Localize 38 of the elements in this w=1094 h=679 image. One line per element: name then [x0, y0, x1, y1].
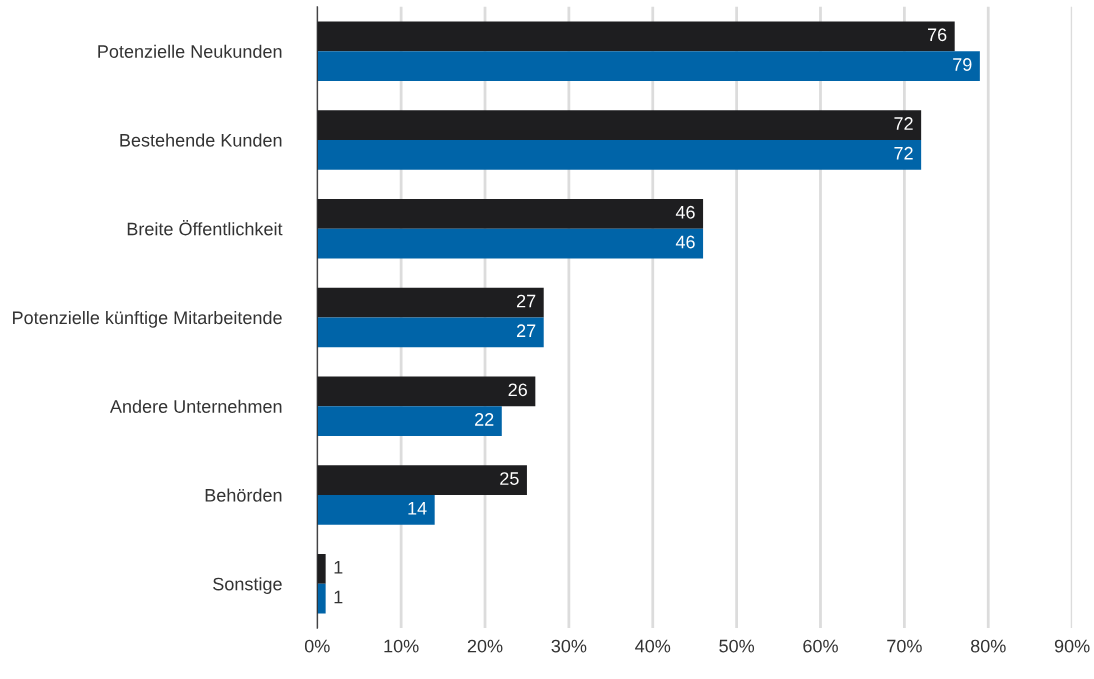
data-label: 26 [508, 383, 527, 397]
data-label: 14 [408, 502, 427, 515]
bar [317, 228, 704, 259]
x-tick-label: 50% [719, 639, 755, 653]
y-tick-label: Sonstige [213, 577, 282, 594]
bar [317, 51, 980, 81]
data-label: 1 [334, 561, 343, 574]
x-tick-label: 70% [887, 639, 922, 653]
y-tick-label: Bestehende Kunden [120, 133, 282, 147]
x-tick-label: 10% [384, 639, 419, 653]
x-tick-label: 60% [803, 639, 838, 653]
x-tick-label: 0% [304, 639, 330, 653]
bar [317, 317, 544, 348]
data-label: 27 [517, 294, 536, 308]
y-tick-label: Andere Unternehmen [109, 399, 282, 413]
data-label: 72 [894, 146, 913, 160]
data-label: 25 [500, 472, 519, 485]
y-tick-label: Potenzielle künftige Mitarbeitende [13, 310, 282, 328]
y-tick-label: Breite Öffentlichkeit [127, 220, 283, 236]
data-label: 76 [927, 28, 947, 42]
x-tick-label: 30% [551, 639, 587, 653]
data-label: 79 [953, 58, 972, 71]
x-tick-label: 80% [970, 639, 1006, 653]
data-label: 72 [894, 117, 913, 130]
bar [317, 139, 922, 170]
x-tick-label: 40% [635, 639, 671, 653]
data-label: 46 [675, 205, 695, 219]
data-label: 27 [517, 324, 536, 337]
bar [317, 406, 502, 436]
y-tick-label: Potenzielle Neukunden [98, 44, 282, 58]
data-label: 46 [675, 235, 695, 249]
data-label: 1 [334, 590, 343, 604]
x-tick-label: 90% [1054, 639, 1090, 653]
bar [317, 494, 435, 525]
y-tick-label: Behörden [205, 488, 282, 502]
bar [317, 583, 326, 614]
x-tick-label: 20% [467, 639, 503, 653]
data-label: 22 [475, 413, 494, 426]
